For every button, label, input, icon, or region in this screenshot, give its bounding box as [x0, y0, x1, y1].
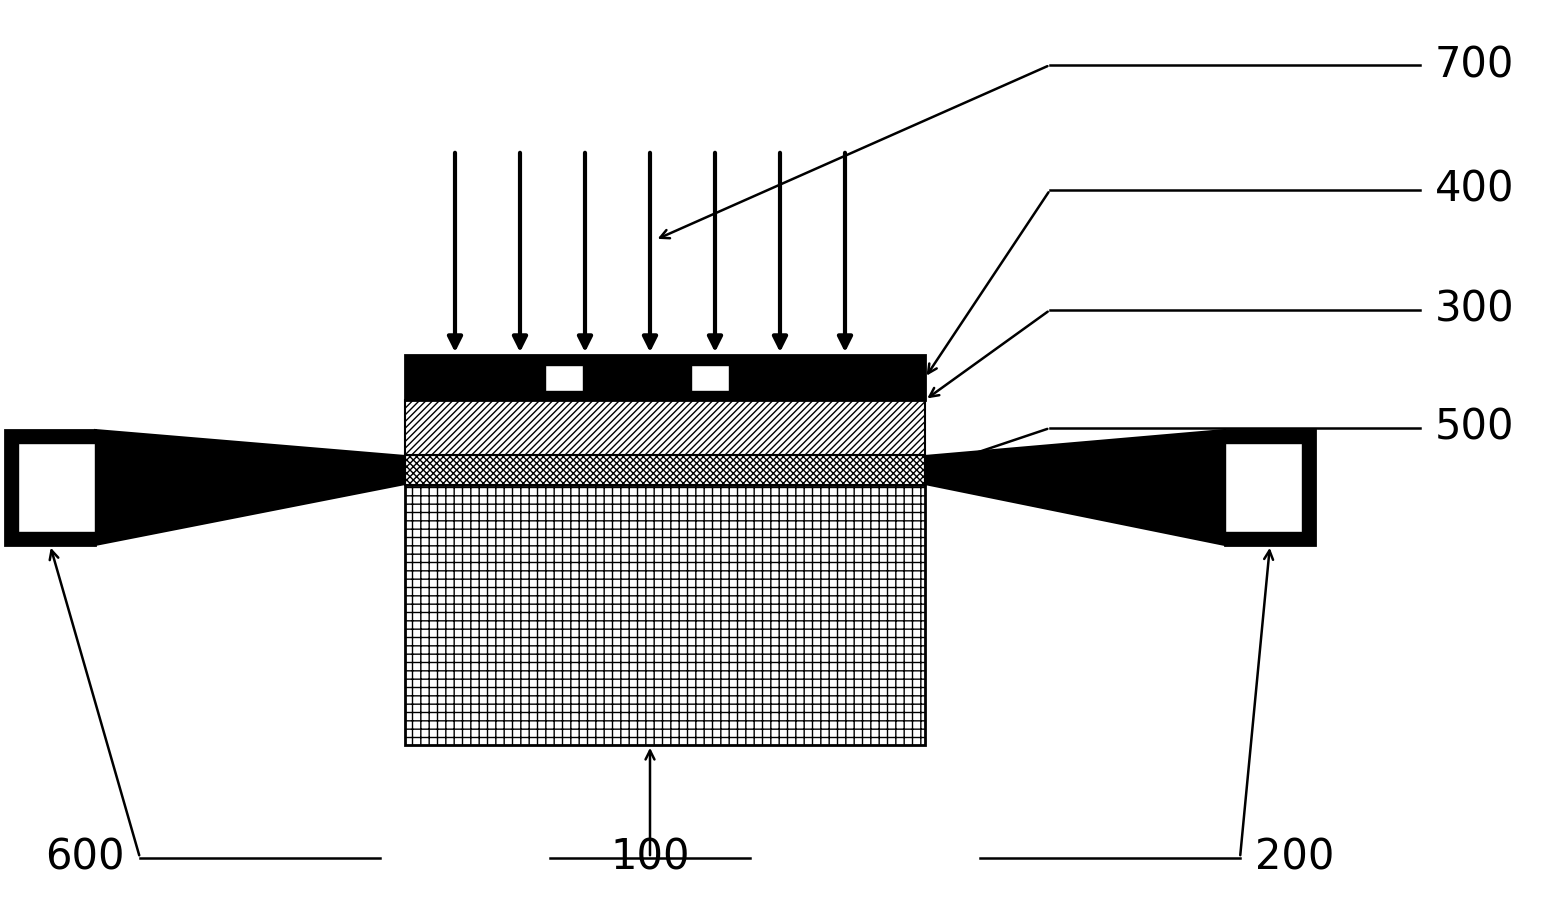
Bar: [405, 455, 925, 485]
Bar: [690, 364, 729, 391]
Text: 400: 400: [1435, 169, 1515, 211]
Bar: [1225, 443, 1302, 532]
Bar: [405, 485, 925, 745]
Text: 100: 100: [610, 837, 690, 879]
Bar: [405, 400, 925, 455]
Bar: [1225, 430, 1314, 545]
Text: 700: 700: [1435, 44, 1515, 86]
Bar: [405, 355, 925, 400]
Polygon shape: [925, 430, 1225, 545]
Text: 200: 200: [1254, 837, 1335, 879]
Polygon shape: [96, 430, 405, 545]
Text: 500: 500: [1435, 407, 1515, 449]
Text: 300: 300: [1435, 289, 1515, 331]
Bar: [5, 430, 96, 545]
Bar: [546, 364, 584, 391]
Text: 600: 600: [46, 837, 125, 879]
Bar: [18, 443, 96, 532]
